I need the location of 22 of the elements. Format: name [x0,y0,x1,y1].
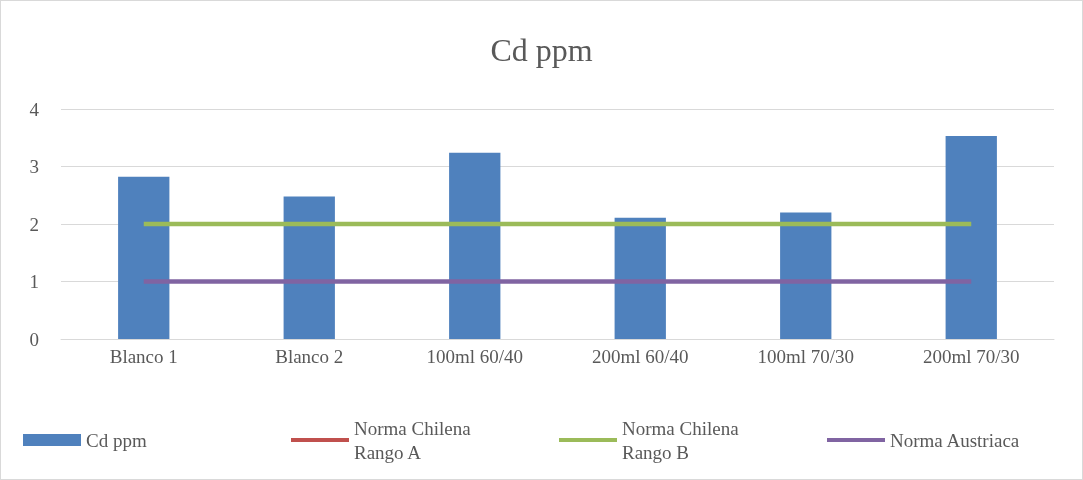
y-tick-label: 0 [29,328,39,350]
y-tick-label: 4 [29,98,40,120]
chart-title: Cd ppm [490,32,593,68]
y-tick-label: 2 [29,213,39,235]
y-tick-label: 3 [29,156,39,177]
legend-label: Norma Chilena Rango B [622,417,744,463]
y-tick-label: 1 [29,271,39,292]
x-tick-label: 100ml 60/40 [426,346,524,367]
bar [945,136,997,339]
bar [780,212,832,339]
legend-label: Norma Chilena Rango A [354,417,476,463]
x-tick-label: 100ml 70/30 [757,346,855,367]
x-tick-label: Blanco 1 [109,346,178,367]
bar [283,196,335,339]
x-tick-label: 200ml 70/30 [922,346,1020,367]
bar [449,152,501,339]
bar [614,217,666,339]
bar [118,176,170,339]
legend-label: Norma Austriaca [890,429,1020,451]
legend-label: Cd ppm [86,429,147,451]
x-tick-label: 200ml 60/40 [591,346,689,367]
x-tick-label: Blanco 2 [275,346,344,367]
